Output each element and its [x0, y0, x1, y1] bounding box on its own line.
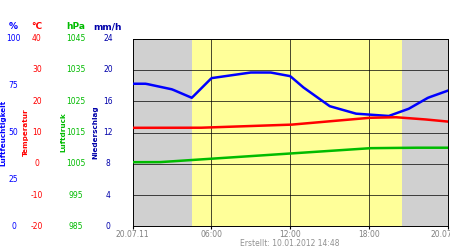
- Text: 40: 40: [32, 34, 42, 43]
- Text: °C: °C: [32, 22, 42, 31]
- Text: 75: 75: [9, 81, 18, 90]
- Text: 20: 20: [32, 97, 42, 106]
- Text: Temperatur: Temperatur: [23, 109, 29, 156]
- Text: -20: -20: [31, 222, 43, 231]
- Bar: [402, 39, 448, 226]
- Text: 0: 0: [106, 222, 110, 231]
- Text: 20: 20: [103, 66, 113, 74]
- Text: 50: 50: [9, 128, 18, 137]
- Text: 12: 12: [103, 128, 113, 137]
- Text: 24: 24: [103, 34, 113, 43]
- Text: 1015: 1015: [66, 128, 85, 137]
- Text: 8: 8: [106, 159, 110, 168]
- Text: 4: 4: [106, 190, 110, 200]
- Text: 16: 16: [103, 97, 113, 106]
- Text: Luftfeuchtigkeit: Luftfeuchtigkeit: [0, 100, 6, 166]
- Text: hPa: hPa: [66, 22, 85, 31]
- Text: 1025: 1025: [66, 97, 85, 106]
- Text: 1035: 1035: [66, 66, 86, 74]
- Text: 995: 995: [68, 190, 83, 200]
- Text: 1045: 1045: [66, 34, 86, 43]
- Text: 25: 25: [9, 175, 18, 184]
- Text: 0: 0: [35, 159, 39, 168]
- Text: Luftdruck: Luftdruck: [60, 112, 66, 152]
- Text: 0: 0: [11, 222, 16, 231]
- Text: 10: 10: [32, 128, 42, 137]
- Text: Niederschlag: Niederschlag: [92, 106, 99, 159]
- Text: mm/h: mm/h: [94, 22, 122, 31]
- Text: -10: -10: [31, 190, 43, 200]
- Text: 985: 985: [68, 222, 83, 231]
- Text: 30: 30: [32, 66, 42, 74]
- Bar: [133, 39, 192, 226]
- Text: 100: 100: [6, 34, 21, 43]
- Text: 1005: 1005: [66, 159, 86, 168]
- Text: Erstellt: 10.01.2012 14:48: Erstellt: 10.01.2012 14:48: [240, 238, 340, 248]
- Text: %: %: [9, 22, 18, 31]
